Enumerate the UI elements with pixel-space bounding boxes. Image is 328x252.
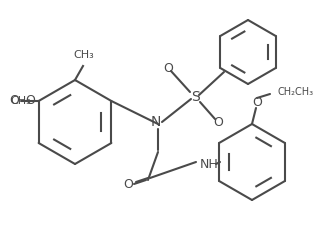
Text: CH₃: CH₃	[73, 50, 94, 60]
Text: CH₂CH₃: CH₂CH₃	[278, 87, 314, 97]
Text: O: O	[252, 96, 262, 109]
Text: NH: NH	[200, 158, 219, 171]
Text: N: N	[151, 115, 161, 129]
Text: O: O	[25, 93, 35, 107]
Text: S: S	[191, 90, 199, 104]
Text: CH₃: CH₃	[10, 96, 31, 106]
Text: O: O	[213, 115, 223, 129]
Text: O: O	[163, 61, 173, 75]
Text: O: O	[9, 94, 19, 108]
Text: O: O	[123, 177, 133, 191]
